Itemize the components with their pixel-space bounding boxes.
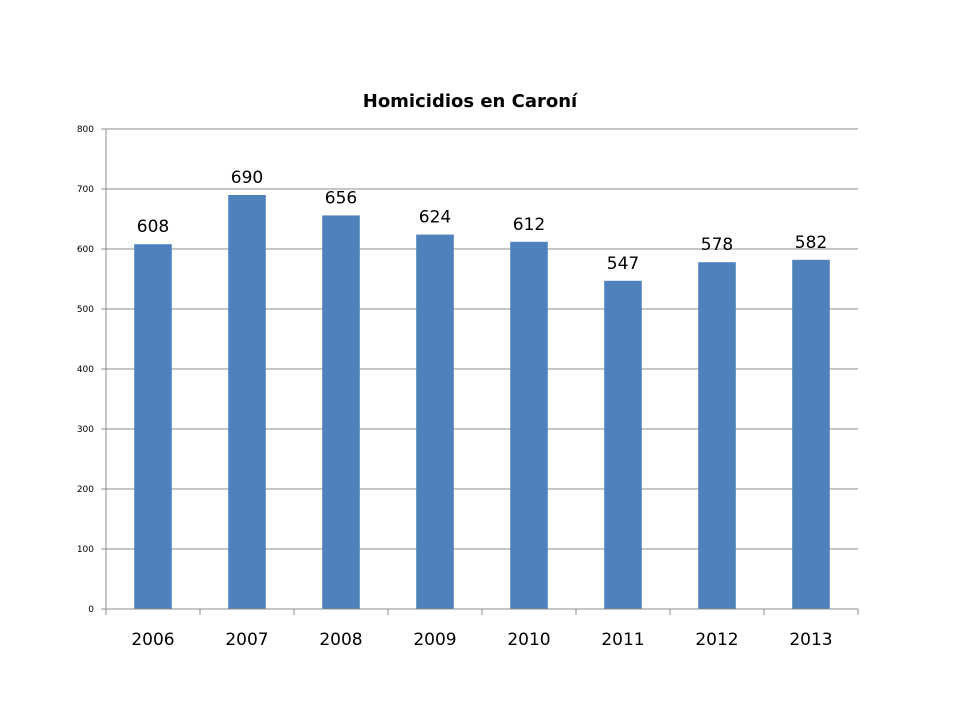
data-label: 690 <box>231 168 263 188</box>
x-tick-label: 2012 <box>695 630 738 650</box>
x-tick-label: 2007 <box>225 630 268 650</box>
data-label: 656 <box>325 188 357 208</box>
x-tick-label: 2006 <box>131 630 174 650</box>
bar-2012 <box>698 262 736 609</box>
x-tick-label: 2013 <box>789 630 832 650</box>
bar-2009 <box>416 234 454 609</box>
y-tick-label: 800 <box>77 125 94 135</box>
bar-2013 <box>792 259 830 609</box>
y-tick-label: 700 <box>77 185 94 195</box>
gridlines <box>106 128 858 550</box>
data-label: 578 <box>701 235 733 255</box>
data-label: 624 <box>419 208 451 228</box>
y-tick-label: 400 <box>77 365 94 375</box>
y-tick-label: 500 <box>77 305 94 315</box>
bar-2010 <box>510 241 548 610</box>
data-label: 547 <box>607 254 639 274</box>
data-label: 612 <box>513 215 545 235</box>
y-axis-tick-labels: 0 100 200 300 400 500 600 700 800 <box>77 125 94 615</box>
x-tick-label: 2009 <box>413 630 456 650</box>
y-tick-label: 600 <box>77 245 94 255</box>
x-axis-tick-labels: 2006 2007 2008 2009 2010 2011 2012 2013 <box>131 630 832 650</box>
bar-2006 <box>134 244 172 609</box>
y-tick-label: 0 <box>88 605 94 615</box>
axes <box>101 128 859 615</box>
data-label: 608 <box>137 217 169 237</box>
bar-2008 <box>322 215 360 609</box>
x-tick-label: 2008 <box>319 630 362 650</box>
y-tick-label: 300 <box>77 425 94 435</box>
bar-2011 <box>604 280 642 609</box>
y-tick-label: 200 <box>77 485 94 495</box>
chart-title: Homicidios en Caroní <box>363 91 578 112</box>
y-tick-label: 100 <box>77 545 94 555</box>
bar-2007 <box>228 195 266 609</box>
data-label: 582 <box>795 233 827 253</box>
x-tick-label: 2011 <box>601 630 644 650</box>
bars <box>134 195 830 610</box>
data-labels: 608 690 656 624 612 547 578 582 <box>137 168 827 274</box>
x-tick-label: 2010 <box>507 630 550 650</box>
